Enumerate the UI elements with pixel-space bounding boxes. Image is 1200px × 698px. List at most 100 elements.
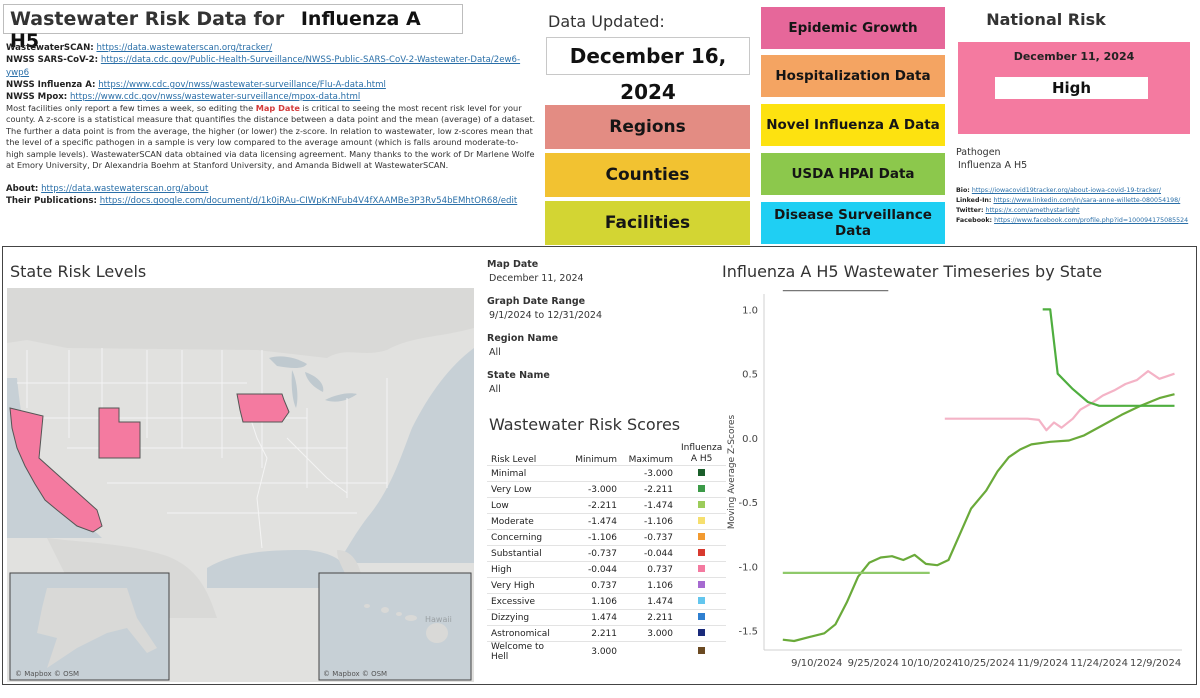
description-part1: Most facilities only report a few times …	[6, 103, 256, 113]
pathogen-info: Pathogen Influenza A H5	[956, 146, 1027, 172]
y-axis-label: Moving Average Z-Scores	[727, 415, 737, 530]
x-tick-label: 9/10/2024	[791, 658, 842, 669]
epidemic-growth-button[interactable]: Epidemic Growth	[761, 7, 945, 49]
nwss-sars-cov2-link[interactable]: https://data.cdc.gov/Public-Health-Surve…	[6, 55, 521, 78]
header-pathogen: Influenza A H5	[681, 443, 723, 464]
color-swatch-cell	[677, 465, 727, 482]
atlantic-ocean	[337, 348, 474, 563]
twitter-link[interactable]: https://x.com/amethystarlight	[985, 207, 1080, 214]
risk-level-cell: Low	[487, 497, 565, 514]
risk-level-cell: Moderate	[487, 513, 565, 530]
publications-label: Their Publications:	[6, 196, 97, 207]
header-minimum: Minimum	[575, 455, 617, 465]
minimum-cell: 1.106	[565, 593, 621, 610]
table-row: Substantial -0.737 -0.044	[487, 545, 727, 562]
state-california[interactable]	[9, 407, 103, 533]
x-tick-label: 10/10/2024	[901, 658, 959, 669]
contact-label: Twitter:	[956, 207, 984, 214]
data-updated-label: Data Updated:	[548, 12, 665, 31]
facebook-link[interactable]: https://www.facebook.com/profile.php?id=…	[994, 217, 1189, 224]
source-label: WastewaterSCAN:	[6, 43, 94, 53]
state-risk-map[interactable]: Hawaii © Mapbox © OSM © Mapbox © OSM	[7, 288, 474, 682]
risk-color-swatch	[698, 612, 706, 620]
lake-superior	[269, 356, 307, 368]
maximum-cell	[621, 641, 677, 662]
filter-state-value[interactable]: All	[489, 384, 501, 395]
filter-graph-range-value[interactable]: 9/1/2024 to 12/31/2024	[489, 310, 602, 321]
minimum-cell: 1.474	[565, 609, 621, 626]
inset-attribution: © Mapbox © OSM	[323, 670, 387, 678]
risk-color-swatch	[698, 628, 706, 636]
source-link-row: NWSS SARS-CoV-2: https://data.cdc.gov/Pu…	[6, 54, 536, 79]
nwss-influenza-a-link[interactable]: https://www.cdc.gov/nwss/wastewater-surv…	[98, 79, 386, 90]
contact-label: Facebook:	[956, 217, 993, 224]
pathogen-label: Pathogen	[956, 147, 1001, 158]
disease-surveillance-button[interactable]: Disease Surveillance Data	[761, 202, 945, 244]
risk-level-cell: Welcome to Hell	[487, 641, 565, 662]
about-link[interactable]: https://data.wastewaterscan.org/about	[41, 184, 209, 194]
table-row: Minimal -3.000	[487, 465, 727, 482]
state-iowa[interactable]	[236, 393, 290, 423]
linkedin-link[interactable]: https://www.linkedin.com/in/sara-anne-wi…	[993, 197, 1181, 204]
minimum-cell: 2.211	[565, 625, 621, 642]
risk-level-cell: Very Low	[487, 481, 565, 498]
regions-button[interactable]: Regions	[545, 105, 750, 149]
description-part2: is critical to seeing the most recent ri…	[6, 103, 536, 171]
filter-graph-range-label: Graph Date Range	[487, 296, 586, 307]
publications-link[interactable]: https://docs.google.com/document/d/1k0jR…	[99, 196, 518, 207]
y-tick-label: -1.0	[738, 562, 758, 573]
maximum-cell: 0.737	[621, 561, 677, 578]
hawaii-inset[interactable]	[318, 572, 472, 681]
publications-row: Their Publications: https://docs.google.…	[6, 195, 536, 207]
maximum-cell: 1.106	[621, 577, 677, 594]
state-utah[interactable]	[98, 407, 141, 459]
dashboard-title: Wastewater Risk Data for Influenza A H5	[3, 4, 463, 52]
maximum-cell: -0.737	[621, 529, 677, 546]
timeseries-chart[interactable]: 1.00.50.0-0.5-1.0-1.59/10/2024 9/25/2024 1…	[712, 290, 1192, 680]
risk-level-cell: Very High	[487, 577, 565, 594]
table-row: High -0.044 0.737	[487, 561, 727, 578]
contact-row: Linked-In: https://www.linkedin.com/in/s…	[956, 196, 1196, 206]
filter-region-label: Region Name	[487, 333, 559, 344]
hospitalization-data-button[interactable]: Hospitalization Data	[761, 55, 945, 97]
map-canvas[interactable]: Hawaii © Mapbox © OSM © Mapbox © OSM	[7, 288, 474, 682]
bio-link[interactable]: https://iowacovid19tracker.org/about-iow…	[971, 187, 1161, 194]
header-maximum: Maximum	[628, 455, 673, 465]
source-label: NWSS Influenza A:	[6, 79, 96, 90]
map-attribution: © Mapbox © OSM	[15, 670, 79, 678]
table-row: Moderate -1.474 -1.106	[487, 513, 727, 530]
color-swatch-cell	[677, 641, 727, 662]
novel-influenza-a-button[interactable]: Novel Influenza A Data	[761, 104, 945, 146]
color-swatch-cell	[677, 625, 727, 642]
lake-huron	[305, 372, 324, 392]
facilities-button[interactable]: Facilities	[545, 201, 750, 245]
maximum-cell: 1.474	[621, 593, 677, 610]
source-link-row: WastewaterSCAN: https://data.wastewaters…	[6, 42, 536, 54]
wastewaterscan-link[interactable]: https://data.wastewaterscan.org/tracker/	[96, 43, 273, 53]
nwss-mpox-link[interactable]: https://www.cdc.gov/nwss/wastewater-surv…	[69, 92, 361, 103]
maximum-cell: -2.211	[621, 481, 677, 498]
bottom-panel	[2, 246, 1197, 685]
about-row: About: https://data.wastewaterscan.org/a…	[6, 183, 536, 195]
maximum-cell: 3.000	[621, 625, 677, 642]
counties-button[interactable]: Counties	[545, 153, 750, 197]
about-label: About:	[6, 184, 39, 194]
risk-scores-title: Wastewater Risk Scores	[489, 415, 681, 434]
title-prefix: Wastewater Risk Data for	[10, 8, 285, 30]
table-row: Very Low -3.000 -2.211	[487, 481, 727, 498]
risk-color-swatch	[698, 500, 706, 508]
usda-hpai-button[interactable]: USDA HPAI Data	[761, 153, 945, 195]
contact-row: Facebook: https://www.facebook.com/profi…	[956, 216, 1196, 226]
x-tick-label: 10/25/2024	[957, 658, 1015, 669]
gulf-of-mexico	[207, 550, 347, 588]
filter-region-value[interactable]: All	[489, 347, 501, 358]
minimum-cell: -3.000	[565, 481, 621, 498]
source-links: WastewaterSCAN: https://data.wastewaters…	[6, 42, 536, 103]
data-updated-date: December 16, 2024	[546, 37, 750, 104]
x-tick-label: 9/25/2024	[848, 658, 899, 669]
y-tick-label: 0.0	[742, 434, 758, 445]
risk-level-cell: Minimal	[487, 465, 565, 482]
color-swatch-cell	[677, 593, 727, 610]
filter-map-date-value[interactable]: December 11, 2024	[489, 273, 584, 284]
description-highlight: Map Date	[255, 103, 300, 113]
